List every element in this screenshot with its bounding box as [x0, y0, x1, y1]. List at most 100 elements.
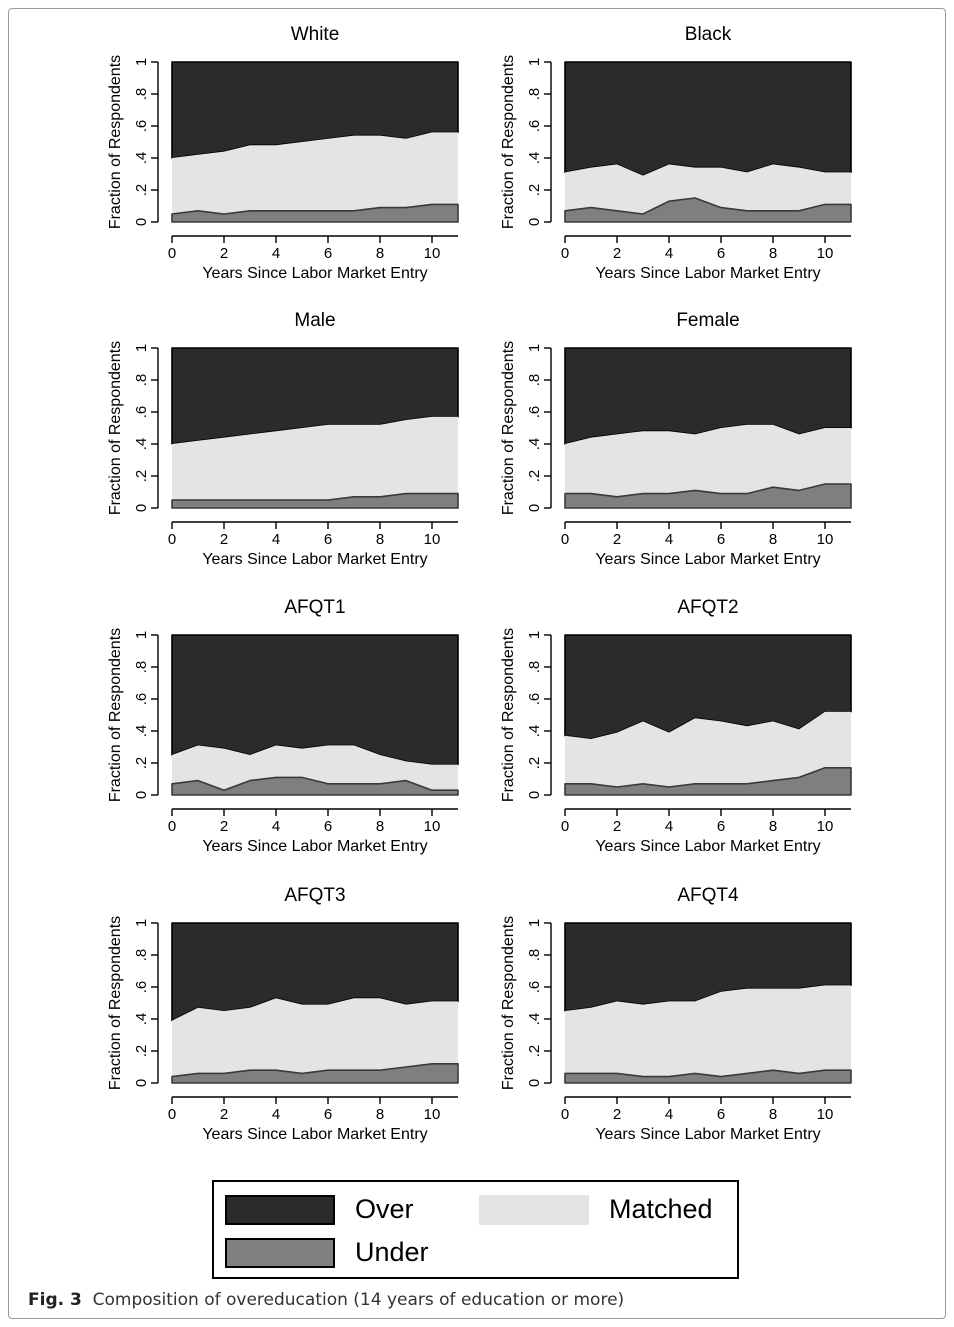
legend: Over Matched Under — [212, 1180, 739, 1279]
y-tick-label: .4 — [526, 438, 543, 451]
y-tick-label: 1 — [526, 631, 543, 639]
y-axis-label: Fraction of Respondents — [107, 916, 124, 1090]
x-tick-label: 0 — [561, 1106, 569, 1123]
y-tick-label: 1 — [526, 919, 543, 927]
x-axis-label: Years Since Labor Market Entry — [202, 1126, 427, 1143]
y-tick-label: .8 — [133, 88, 150, 101]
x-tick-label: 6 — [717, 531, 725, 548]
y-tick-label: 0 — [133, 218, 150, 226]
x-tick-label: 10 — [424, 245, 441, 262]
x-tick-label: 2 — [220, 245, 228, 262]
y-tick-label: .6 — [526, 406, 543, 419]
y-tick-label: .2 — [526, 1045, 543, 1058]
y-tick-label: .2 — [133, 470, 150, 483]
y-tick-label: 1 — [133, 631, 150, 639]
x-tick-label: 10 — [424, 1106, 441, 1123]
x-tick-label: 0 — [561, 818, 569, 835]
x-tick-label: 0 — [168, 1106, 176, 1123]
y-tick-label: .6 — [526, 693, 543, 706]
x-tick-label: 2 — [220, 531, 228, 548]
x-axis-label: Years Since Labor Market Entry — [595, 1126, 820, 1143]
x-tick-label: 4 — [272, 531, 280, 548]
y-tick-label: .8 — [526, 88, 543, 101]
y-axis-label: Fraction of Respondents — [107, 341, 124, 515]
y-tick-label: .8 — [526, 949, 543, 962]
y-tick-label: .2 — [526, 184, 543, 197]
area-under — [171, 776, 459, 796]
chart-title: AFQT4 — [677, 885, 739, 906]
legend-item-matched: Matched — [479, 1194, 713, 1225]
area-over — [564, 347, 852, 445]
area-under — [171, 203, 459, 223]
legend-label-over: Over — [355, 1194, 414, 1224]
y-tick-label: .4 — [526, 152, 543, 165]
y-tick-label: .6 — [526, 981, 543, 994]
area-matched — [172, 998, 458, 1077]
x-tick-label: 10 — [817, 1106, 834, 1123]
legend-label-matched: Matched — [609, 1194, 713, 1224]
x-tick-label: 0 — [561, 531, 569, 548]
y-axis-label: Fraction of Respondents — [500, 628, 517, 802]
area-over — [171, 634, 459, 766]
x-axis-label: Years Since Labor Market Entry — [595, 265, 820, 282]
x-tick-label: 2 — [220, 1106, 228, 1123]
x-tick-label: 0 — [168, 245, 176, 262]
x-tick-label: 0 — [168, 818, 176, 835]
x-tick-label: 8 — [376, 1106, 384, 1123]
x-axis-label: Years Since Labor Market Entry — [595, 551, 820, 568]
x-tick-label: 2 — [613, 245, 621, 262]
figure-frame — [8, 8, 946, 1319]
y-tick-label: 0 — [526, 218, 543, 226]
y-axis-label: Fraction of Respondents — [500, 341, 517, 515]
x-tick-label: 8 — [769, 1106, 777, 1123]
area-under — [564, 197, 852, 223]
x-tick-label: 8 — [769, 245, 777, 262]
area-matched — [172, 745, 458, 791]
legend-item-under: Under — [225, 1237, 429, 1268]
chart-title: White — [291, 24, 340, 45]
y-tick-label: .2 — [526, 470, 543, 483]
y-tick-label: 1 — [133, 344, 150, 352]
x-tick-label: 4 — [272, 818, 280, 835]
legend-swatch-over — [225, 1194, 335, 1225]
y-tick-label: 0 — [526, 504, 543, 512]
y-tick-label: .4 — [526, 1013, 543, 1026]
x-tick-label: 10 — [817, 245, 834, 262]
y-tick-label: .8 — [526, 661, 543, 674]
y-axis-label: Fraction of Respondents — [107, 55, 124, 229]
y-tick-label: 1 — [133, 58, 150, 66]
x-tick-label: 6 — [324, 1106, 332, 1123]
x-tick-label: 0 — [561, 245, 569, 262]
area-under — [564, 1069, 852, 1084]
area-under — [171, 492, 459, 509]
x-tick-label: 2 — [613, 1106, 621, 1123]
y-tick-label: .6 — [526, 120, 543, 133]
x-tick-label: 6 — [324, 531, 332, 548]
x-tick-label: 10 — [424, 531, 441, 548]
x-tick-label: 4 — [272, 1106, 280, 1123]
x-tick-label: 8 — [769, 531, 777, 548]
x-axis-label: Years Since Labor Market Entry — [202, 551, 427, 568]
x-tick-label: 6 — [717, 818, 725, 835]
y-axis-label: Fraction of Respondents — [500, 55, 517, 229]
chart-title: AFQT2 — [677, 597, 738, 618]
y-tick-label: .4 — [133, 152, 150, 165]
y-tick-label: .8 — [133, 661, 150, 674]
legend-swatch-under — [225, 1237, 335, 1268]
y-axis-label: Fraction of Respondents — [107, 628, 124, 802]
y-tick-label: .4 — [133, 438, 150, 451]
area-matched — [172, 416, 458, 500]
x-tick-label: 2 — [613, 531, 621, 548]
y-tick-label: .2 — [133, 1045, 150, 1058]
x-tick-label: 6 — [324, 245, 332, 262]
x-tick-label: 10 — [817, 818, 834, 835]
x-tick-label: 4 — [665, 1106, 673, 1123]
x-tick-label: 10 — [817, 531, 834, 548]
x-tick-label: 6 — [717, 1106, 725, 1123]
chart-title: AFQT3 — [284, 885, 345, 906]
x-axis-label: Years Since Labor Market Entry — [595, 838, 820, 855]
